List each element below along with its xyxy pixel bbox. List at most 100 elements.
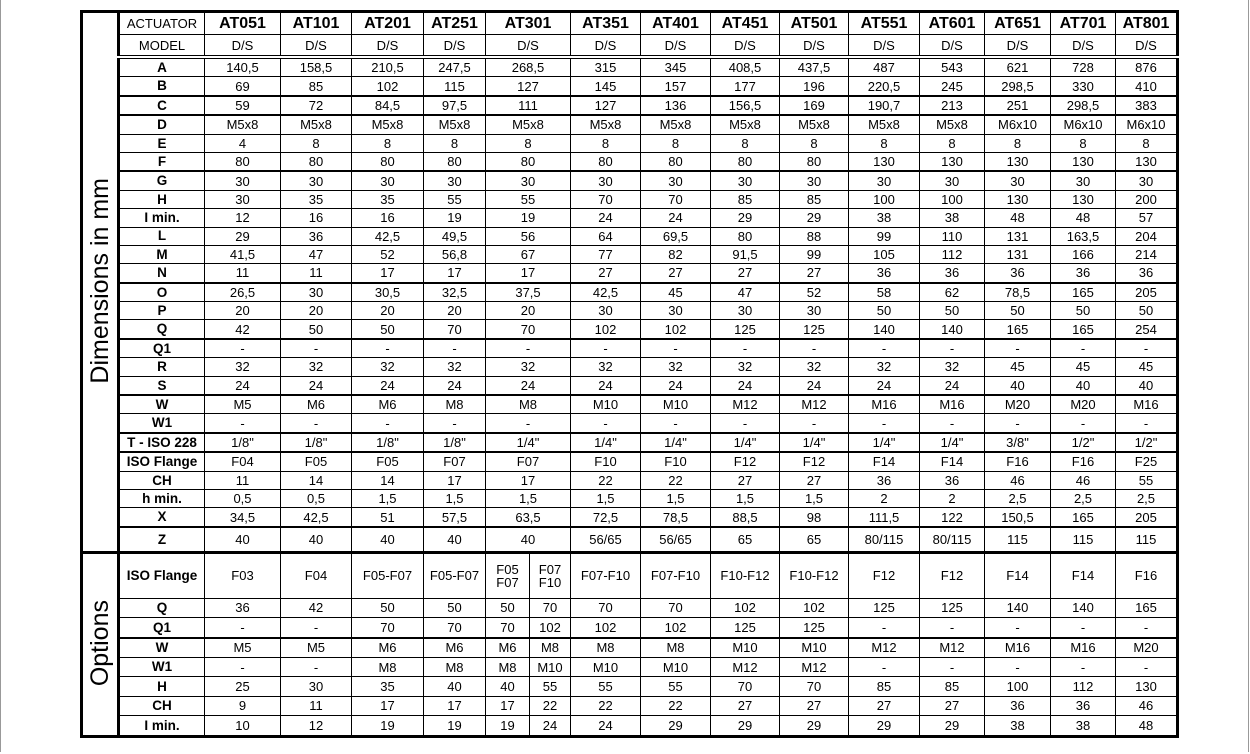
table-cell: M10 — [570, 656, 641, 678]
table-cell: 20 — [280, 301, 352, 321]
model-header: AT301 — [485, 11, 571, 35]
row-label: X — [118, 507, 205, 528]
table-cell: F14 — [848, 451, 920, 472]
table-cell: M8 — [485, 394, 571, 415]
table-cell: 78,5 — [640, 507, 711, 528]
table-cell: 2,5 — [984, 488, 1051, 509]
table-cell: M16 — [848, 394, 920, 415]
table-cell: 102 — [710, 597, 780, 619]
table-cell: - — [848, 617, 920, 639]
table-cell: 16 — [280, 208, 352, 228]
table-cell: 166 — [1050, 244, 1116, 265]
table-cell: 67 — [485, 244, 571, 265]
table-cell: 30 — [351, 170, 424, 191]
table-cell: - — [919, 338, 985, 359]
table-cell: 130 — [1050, 189, 1116, 210]
table-cell-split: 50 — [485, 597, 530, 619]
model-header: AT451 — [710, 11, 780, 35]
table-cell: 80 — [570, 151, 641, 173]
table-cell: M6 — [423, 637, 486, 658]
table-cell: 19 — [351, 715, 424, 737]
table-cell: - — [984, 656, 1051, 678]
table-cell: 115 — [423, 76, 486, 97]
section-label-options: Options — [81, 550, 120, 737]
row-label: Z — [118, 526, 205, 553]
model-header: AT501 — [779, 11, 849, 35]
row-label: S — [118, 375, 205, 397]
options-row: CH 9 11 17 17 17 22 22 22 27 27 27 27 36 36 46 — [82, 695, 1178, 717]
table-cell: 78,5 — [984, 282, 1051, 303]
table-cell: F04 — [280, 550, 352, 599]
table-cell: 63,5 — [485, 507, 571, 528]
table-cell: - — [204, 338, 281, 359]
table-cell: 8 — [640, 133, 711, 153]
table-cell: 1/4" — [848, 432, 920, 454]
table-cell-split: M8 — [529, 637, 571, 658]
table-cell: M8 — [351, 656, 424, 678]
table-cell: 80 — [779, 151, 849, 173]
table-cell: 52 — [779, 282, 849, 303]
table-cell: 24 — [640, 208, 711, 228]
table-cell: F10-F12 — [779, 550, 849, 599]
actuator-label: ACTUATOR — [118, 11, 205, 35]
row-label: N — [118, 263, 205, 284]
table-cell: 110 — [919, 226, 985, 246]
table-cell: 36 — [280, 226, 352, 246]
table-cell: 728 — [1050, 56, 1116, 78]
table-cell: 48 — [1115, 715, 1178, 737]
table-cell: 19 — [423, 715, 486, 737]
table-cell: M5x8 — [204, 114, 281, 135]
table-cell: M20 — [1050, 394, 1116, 415]
table-cell: 48 — [984, 208, 1051, 228]
table-cell: M5x8 — [570, 114, 641, 135]
table-cell: 36 — [204, 597, 281, 619]
row-label: F — [118, 151, 205, 173]
table-cell: 11 — [280, 263, 352, 284]
table-row: W M5 M6 M6 M8 M8 M10 M10 M12 M12 M16 M16 M20 M20 M16 — [82, 394, 1178, 415]
table-cell: 165 — [1050, 282, 1116, 303]
table-row: ISO Flange F04 F05 F05 F07 F07 F10 F10 F12 F12 F14… — [82, 451, 1178, 472]
table-cell: 35 — [280, 189, 352, 210]
table-cell: 24 — [570, 375, 641, 397]
table-cell: 251 — [984, 95, 1051, 117]
table-cell: 50 — [280, 319, 352, 340]
table-cell: 24 — [640, 375, 711, 397]
table-cell: M12 — [919, 637, 985, 658]
table-cell: 80 — [423, 151, 486, 173]
row-label: B — [118, 76, 205, 97]
table-cell: 27 — [779, 470, 849, 490]
table-cell: F07-F10 — [570, 550, 641, 599]
row-label: E — [118, 133, 205, 153]
table-cell: 112 — [1050, 676, 1116, 697]
table-cell: M8 — [640, 637, 711, 658]
table-cell: 437,5 — [779, 56, 849, 78]
table-cell: 36 — [919, 470, 985, 490]
table-cell: F12 — [779, 451, 849, 472]
table-cell: 130 — [919, 151, 985, 173]
table-cell: 40 — [485, 526, 571, 553]
table-cell-split: 17 — [485, 695, 530, 717]
table-cell: 127 — [570, 95, 641, 117]
table-cell: 130 — [848, 151, 920, 173]
table-cell: 69 — [204, 76, 281, 97]
table-cell: M10 — [640, 656, 711, 678]
table-cell: 1/4" — [779, 432, 849, 454]
table-cell: 115 — [1050, 526, 1116, 553]
table-cell: 1/2" — [1115, 432, 1178, 454]
table-cell: 127 — [485, 76, 571, 97]
table-cell: 27 — [848, 695, 920, 717]
table-cell: 111 — [485, 95, 571, 117]
table-cell: 315 — [570, 56, 641, 78]
table-cell: 29 — [710, 208, 780, 228]
row-label: H — [118, 189, 205, 210]
table-cell: 131 — [984, 226, 1051, 246]
table-cell: 56,8 — [423, 244, 486, 265]
table-cell: - — [204, 413, 281, 434]
row-label: G — [118, 170, 205, 191]
table-cell: - — [485, 338, 571, 359]
table-cell: 410 — [1115, 76, 1178, 97]
table-cell: 102 — [640, 617, 711, 639]
table-cell: 24 — [280, 375, 352, 397]
table-cell: M20 — [984, 394, 1051, 415]
table-cell: 102 — [570, 319, 641, 340]
